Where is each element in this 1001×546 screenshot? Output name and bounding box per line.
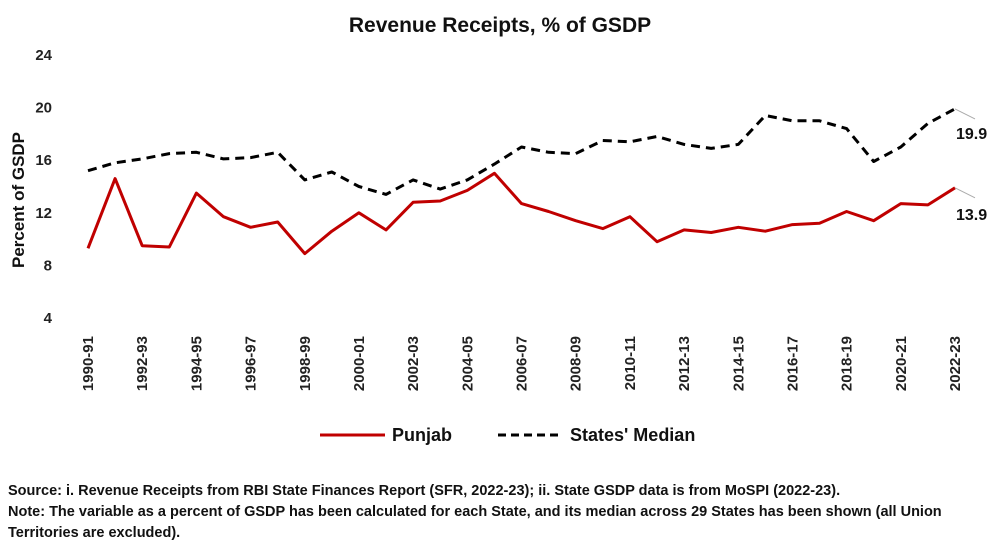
x-tick-label: 2018-19 [839, 336, 856, 391]
end-label-leader [954, 187, 976, 199]
y-tick-label: 16 [35, 152, 52, 169]
x-tick-label: 1996-97 [243, 336, 260, 391]
x-tick-label: 1992-93 [134, 336, 151, 391]
y-tick-label: 4 [44, 310, 53, 327]
x-tick-label: 2016-17 [784, 336, 801, 391]
y-tick-label: 8 [44, 257, 52, 274]
x-tick-label: 2000-01 [351, 336, 368, 391]
x-tick-label: 1990-91 [80, 336, 97, 391]
end-label-leader [954, 108, 976, 120]
x-tick-label: 2010-11 [622, 336, 639, 390]
y-axis-label: Percent of GSDP [9, 132, 28, 268]
legend-label-median: States' Median [570, 425, 695, 445]
series-line-states-median [87, 107, 956, 196]
x-tick-label: 2020-21 [893, 336, 910, 391]
end-label: 13.9 [956, 207, 987, 224]
footer-notes: Source: i. Revenue Receipts from RBI Sta… [8, 481, 993, 544]
note-text: Note: The variable as a percent of GSDP … [8, 504, 942, 541]
x-tick-label: 1998-99 [297, 336, 314, 391]
x-tick-label: 2006-07 [514, 336, 531, 391]
y-tick-label: 20 [35, 100, 52, 117]
x-tick-label: 2002-03 [405, 336, 422, 391]
legend: Punjab States' Median [320, 425, 695, 445]
series-line-punjab [86, 171, 956, 256]
chart-title: Revenue Receipts, % of GSDP [349, 14, 651, 37]
y-tick-label: 12 [35, 205, 52, 222]
y-tick-label: 24 [35, 47, 52, 64]
source-text: Source: i. Revenue Receipts from RBI Sta… [8, 483, 841, 499]
end-label: 19.9 [956, 126, 987, 143]
x-tick-label: 2022-23 [947, 336, 964, 391]
legend-label-punjab: Punjab [392, 425, 452, 445]
x-tick-label: 2014-15 [730, 336, 747, 391]
line-chart: Revenue Receipts, % of GSDP Percent of G… [9, 14, 987, 445]
x-tick-label: 2004-05 [459, 336, 476, 391]
x-tick-label: 2012-13 [676, 336, 693, 391]
x-tick-label: 2008-09 [568, 336, 585, 391]
x-tick-label: 1994-95 [188, 336, 205, 391]
